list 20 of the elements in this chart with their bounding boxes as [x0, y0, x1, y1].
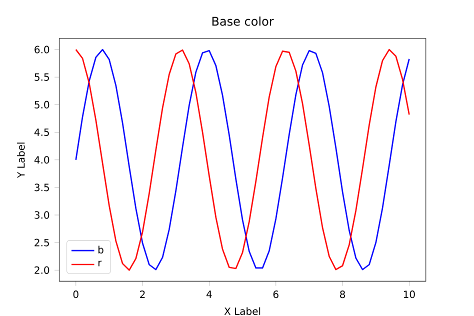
x-tick-label: 2 — [140, 290, 145, 298]
x-tick-label: 8 — [340, 290, 346, 298]
y-tick-label: 4.5 — [34, 128, 49, 136]
y-tick-label: 2.5 — [34, 238, 49, 246]
x-tick-label: 10 — [404, 290, 415, 298]
y-tick-label: 5.0 — [34, 100, 50, 108]
x-tick-label: 0 — [73, 290, 78, 298]
y-axis-title: Y Label — [17, 142, 25, 178]
x-tick-label: 6 — [273, 290, 278, 298]
y-tick-label: 6.0 — [34, 46, 50, 54]
y-tick-label: 3.0 — [34, 211, 50, 219]
legend-label: b — [98, 246, 104, 254]
x-axis-title: X Label — [224, 307, 260, 316]
y-tick-label: 2.0 — [34, 266, 50, 274]
chart-title: Base color — [212, 16, 274, 26]
y-tick-label: 3.5 — [34, 184, 49, 192]
legend-label: r — [98, 260, 102, 266]
x-tick-label: 4 — [206, 290, 212, 298]
y-tick-label: 5.5 — [34, 73, 49, 81]
y-tick-label: 4.0 — [34, 156, 50, 164]
